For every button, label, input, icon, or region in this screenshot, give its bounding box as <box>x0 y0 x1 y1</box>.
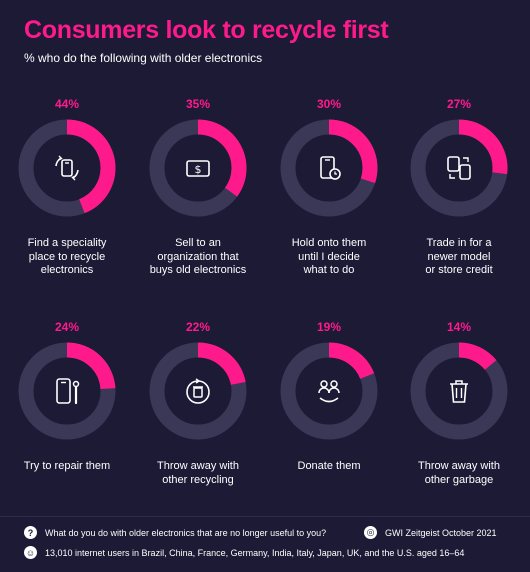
category-label-line: Sell to an <box>175 237 221 249</box>
recycle-bin-icon <box>186 378 210 404</box>
category-label-line: newer model <box>427 250 491 263</box>
category-label-line: Try to repair them <box>23 460 111 472</box>
footer-sample: 13,010 internet users in Brazil, China, … <box>45 547 465 558</box>
footer: ? What do you do with older electronics … <box>0 516 530 572</box>
category-label-line: other garbage <box>424 473 494 486</box>
category-label: Find a speciality place to recycle electro… <box>0 237 139 278</box>
data-label: 35% <box>185 97 211 111</box>
category-label-line: Throw away with <box>418 460 500 472</box>
category-label-line: Find a speciality <box>27 237 107 249</box>
donut-chart <box>280 119 378 217</box>
donut-chart <box>18 342 116 440</box>
data-label: 19% <box>316 320 342 334</box>
question-icon: ? <box>24 526 37 539</box>
category-label-line: or store credit <box>425 264 493 276</box>
category-label: Throw away with other recycling <box>126 460 270 487</box>
data-label: 22% <box>185 320 211 334</box>
swap-devices-icon <box>447 156 471 180</box>
donut-value-arc <box>149 342 247 440</box>
phone-clock-icon <box>320 156 341 180</box>
footer-question: What do you do with older electronics th… <box>45 527 327 538</box>
category-label-line: other recycling <box>162 473 234 486</box>
data-label: 24% <box>54 320 80 334</box>
trash-can-icon <box>450 380 468 403</box>
footer-source-row: ◎ GWI Zeitgeist October 2021 <box>364 526 497 539</box>
donut-chart <box>18 119 116 217</box>
donut-value-arc <box>18 342 116 440</box>
recycle-device-icon <box>55 155 79 181</box>
svg-text:$: $ <box>195 163 202 176</box>
category-label-line: electronics <box>40 264 94 276</box>
category-label: Hold onto them until I decide what to do <box>257 237 401 278</box>
category-label-line: Hold onto them <box>291 237 367 249</box>
data-label: 44% <box>54 97 80 111</box>
donut-chart <box>410 342 508 440</box>
donut-value-arc <box>410 119 508 217</box>
category-label: Donate them <box>257 460 401 474</box>
category-label: Trade in for a newer model or store credit <box>387 237 530 278</box>
page-title: Consumers look to recycle first <box>24 16 389 44</box>
donut-value-arc <box>410 342 508 440</box>
repair-phone-icon <box>56 378 80 405</box>
category-label-line: Trade in for a <box>426 237 492 249</box>
category-label-line: Donate them <box>297 460 361 472</box>
data-label: 27% <box>446 97 472 111</box>
dollar-bill-icon: $ <box>186 160 210 177</box>
donut-value-arc <box>18 119 116 217</box>
data-label: 30% <box>316 97 342 111</box>
category-label-line: what to do <box>303 264 355 276</box>
category-label: Try to repair them <box>0 460 139 474</box>
people-icon: ☺ <box>24 546 37 559</box>
donut-value-arc <box>149 119 247 217</box>
globe-icon: ◎ <box>364 526 377 539</box>
donut-value-arc <box>280 342 378 440</box>
category-label-line: Throw away with <box>157 460 239 472</box>
category-label: Throw away with other garbage <box>387 460 530 487</box>
category-label: Sell to an organization that buys old elec… <box>126 237 270 278</box>
donut-chart <box>149 342 247 440</box>
category-label-line: place to recycle <box>28 250 106 263</box>
donut-value-arc <box>280 119 378 217</box>
category-label-line: buys old electronics <box>149 264 247 276</box>
donate-people-icon <box>318 380 340 403</box>
category-label-line: organization that <box>157 250 239 263</box>
category-label-line: until I decide <box>298 250 360 263</box>
footer-sample-row: ☺ 13,010 internet users in Brazil, China… <box>24 546 464 559</box>
footer-source: GWI Zeitgeist October 2021 <box>385 527 497 538</box>
donut-chart <box>149 119 247 217</box>
data-label: 14% <box>446 320 472 334</box>
donut-chart <box>280 342 378 440</box>
donut-chart <box>410 119 508 217</box>
footer-question-row: ? What do you do with older electronics … <box>24 526 326 539</box>
page-subtitle: % who do the following with older electr… <box>24 51 263 65</box>
